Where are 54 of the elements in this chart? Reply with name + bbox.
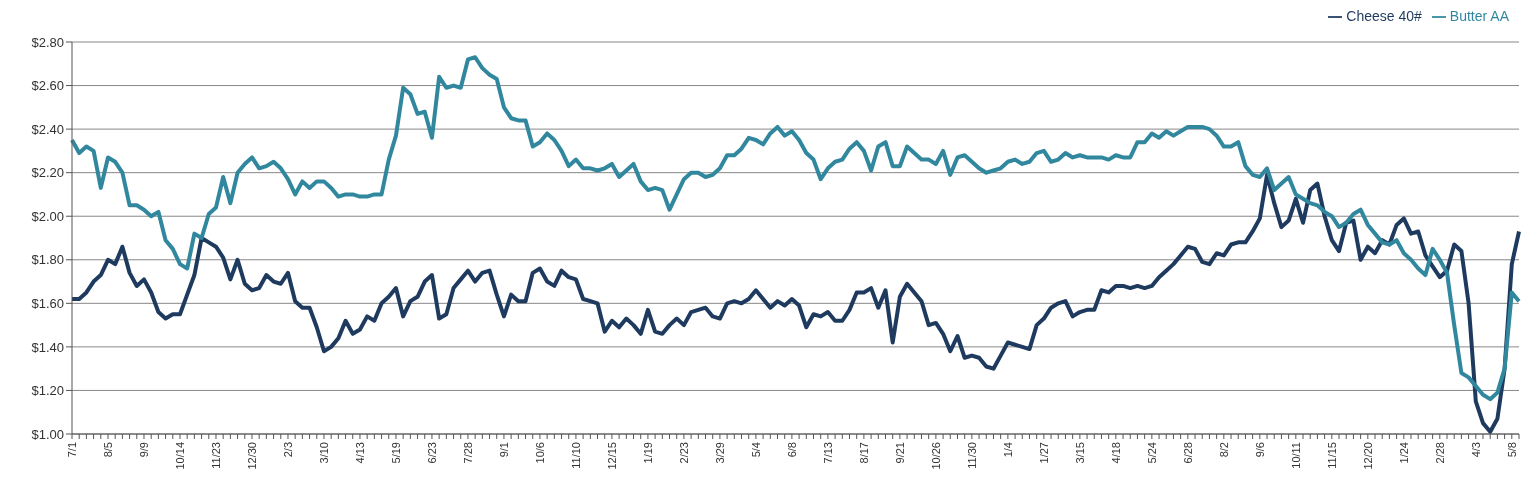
- y-tick-label: $1.60: [31, 295, 64, 311]
- y-tick-label: $1.00: [31, 426, 64, 442]
- x-tick-label: 10/14: [173, 442, 186, 470]
- x-tick-label: 6/28: [1181, 442, 1194, 464]
- x-tick-label: 9/21: [893, 442, 906, 464]
- x-tick-label: 9/6: [1253, 442, 1266, 458]
- x-tick-label: 11/30: [965, 442, 978, 469]
- y-tick-label: $2.40: [31, 121, 64, 137]
- x-tick-label: 2/3: [281, 442, 294, 458]
- x-tick-label: 7/28: [461, 442, 474, 464]
- x-tick-label: 11/15: [1325, 442, 1338, 469]
- x-tick-label: 2/23: [677, 442, 690, 464]
- x-tick-label: 8/5: [102, 442, 114, 458]
- x-tick-label: 1/24: [1397, 442, 1410, 464]
- x-tick-label: 12/15: [605, 442, 618, 470]
- x-tick-label: 12/20: [1361, 442, 1374, 470]
- x-tick-label: 5/19: [389, 442, 402, 464]
- x-tick-label: 11/10: [569, 442, 582, 469]
- y-tick-label: $2.20: [31, 165, 64, 181]
- x-tick-label: 1/4: [1001, 442, 1014, 458]
- x-tick-label: 10/26: [929, 442, 942, 470]
- y-tick-label: $1.40: [31, 339, 64, 355]
- y-tick-label: $1.20: [31, 383, 64, 399]
- y-tick-label: $2.80: [31, 34, 64, 50]
- x-tick-label: 7/13: [821, 442, 834, 464]
- x-tick-label: 1/19: [641, 442, 654, 464]
- x-tick-label: 10/6: [533, 442, 546, 464]
- x-tick-label: 6/23: [425, 442, 438, 464]
- x-tick-label: 4/18: [1109, 442, 1122, 464]
- x-tick-label: 1/27: [1037, 442, 1050, 464]
- x-tick-label: 8/17: [857, 442, 870, 464]
- x-tick-label: 4/13: [353, 442, 366, 464]
- x-tick-label: 5/4: [749, 442, 762, 458]
- legend-label: Cheese 40#: [1346, 8, 1422, 24]
- x-tick-label: 3/15: [1073, 442, 1086, 464]
- y-tick-label: $2.00: [31, 208, 64, 224]
- x-tick-label: 5/8: [1505, 442, 1518, 458]
- x-tick-label: 4/3: [1469, 442, 1482, 458]
- x-tick-label: 3/29: [713, 442, 726, 464]
- y-tick-label: $2.60: [31, 78, 64, 94]
- x-tick-label: 5/24: [1145, 442, 1158, 464]
- x-tick-label: 8/2: [1217, 442, 1230, 458]
- x-tick-label: 6/8: [785, 442, 798, 458]
- x-tick-label: 2/28: [1433, 442, 1446, 464]
- x-tick-label: 3/10: [317, 442, 330, 464]
- legend-label: Butter AA: [1449, 8, 1509, 24]
- x-tick-label: 10/11: [1289, 442, 1302, 469]
- x-tick-label: 9/1: [497, 442, 510, 458]
- x-tick-label: 12/30: [245, 442, 258, 470]
- y-tick-label: $1.80: [31, 252, 64, 268]
- x-tick-label: 7/1: [66, 442, 78, 458]
- x-tick-label: 9/9: [137, 442, 150, 458]
- line-series: [70, 55, 1521, 402]
- x-tick-label: 11/23: [209, 442, 222, 469]
